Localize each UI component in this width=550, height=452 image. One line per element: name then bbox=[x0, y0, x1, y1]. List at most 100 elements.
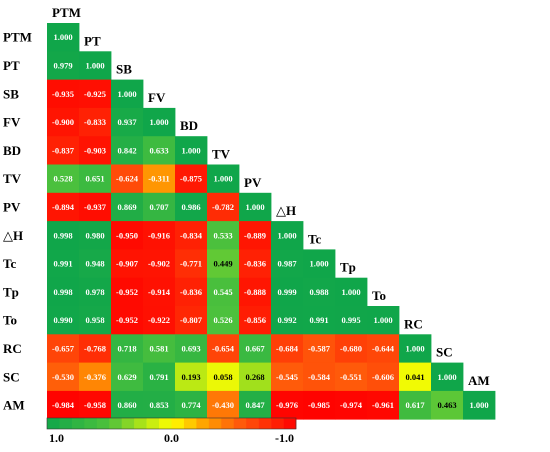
cell-value: 1.000 bbox=[405, 343, 424, 353]
cell-value: 1.000 bbox=[149, 117, 168, 127]
heatmap-cell bbox=[143, 362, 176, 392]
row-labels: PTM PT SB FV BD TV PV △H Tc Tp To RC SC AM bbox=[3, 30, 32, 413]
column-label: Tc bbox=[308, 231, 321, 246]
colorbar-frame bbox=[46, 417, 297, 430]
heatmap-cell bbox=[463, 390, 496, 420]
heatmap-cell bbox=[47, 107, 80, 137]
cell-value: 0.629 bbox=[117, 372, 136, 382]
heatmap-cell bbox=[367, 334, 400, 363]
cell-value: 0.041 bbox=[405, 372, 424, 382]
heatmap-cell bbox=[239, 306, 272, 335]
cell-value: 0.268 bbox=[245, 372, 264, 382]
column-label: SB bbox=[116, 62, 132, 77]
row-label: △H bbox=[3, 228, 23, 243]
heatmap-cell bbox=[111, 107, 144, 137]
cell-value: 0.998 bbox=[53, 287, 72, 297]
cell-value: -0.587 bbox=[308, 343, 331, 353]
row-label: TV bbox=[3, 171, 22, 186]
cell-value: 1.000 bbox=[117, 89, 136, 99]
colorbar-tick-label: 1.0 bbox=[49, 431, 64, 445]
cell-value: -0.837 bbox=[52, 145, 75, 155]
cell-value: -0.903 bbox=[84, 145, 106, 155]
cell-value: -0.836 bbox=[180, 287, 202, 297]
heatmap-cell bbox=[47, 136, 80, 165]
cell-value: 0.545 bbox=[213, 287, 232, 297]
heatmap-cell bbox=[79, 51, 112, 80]
heatmap-cell bbox=[175, 164, 208, 194]
colorbar-segment bbox=[283, 418, 297, 429]
cell-value: -0.430 bbox=[212, 400, 234, 410]
heatmap-cell bbox=[79, 79, 112, 109]
heatmap-cell bbox=[271, 362, 304, 392]
colorbar-segment bbox=[47, 418, 60, 429]
cell-value: -0.922 bbox=[148, 315, 170, 325]
heatmap-cell bbox=[367, 362, 400, 392]
cell-value: -0.974 bbox=[340, 400, 363, 410]
cell-value: 1.000 bbox=[309, 259, 328, 269]
cell-value: -0.894 bbox=[52, 202, 75, 212]
heatmap-cell bbox=[47, 23, 80, 52]
heatmap-cell bbox=[239, 277, 272, 307]
row-label: PV bbox=[3, 199, 21, 214]
cell-value: 0.617 bbox=[405, 400, 425, 410]
heatmap-cell bbox=[79, 192, 112, 222]
cell-value: -0.833 bbox=[84, 117, 106, 127]
cell-value: 0.667 bbox=[245, 343, 265, 353]
heatmap-cell bbox=[399, 362, 432, 392]
colorbar-segment bbox=[246, 418, 259, 429]
colorbar-segment bbox=[146, 418, 160, 429]
column-label: BD bbox=[180, 118, 198, 133]
cell-value: 0.058 bbox=[213, 372, 232, 382]
heatmap-cell bbox=[79, 249, 112, 279]
cell-value: 0.987 bbox=[277, 259, 297, 269]
cell-value: 0.992 bbox=[277, 315, 296, 325]
heatmap-cell bbox=[335, 277, 368, 307]
heatmap-cell bbox=[111, 362, 144, 392]
heatmap-cell bbox=[239, 192, 272, 222]
row-label: PT bbox=[3, 58, 20, 73]
heatmap-cell bbox=[47, 334, 80, 363]
cell-value: -0.952 bbox=[116, 287, 138, 297]
heatmap-cell bbox=[47, 164, 80, 194]
colorbar-segment bbox=[121, 418, 135, 429]
cell-value: 0.633 bbox=[149, 145, 168, 155]
row-label: SB bbox=[3, 86, 19, 101]
colorbar-segment bbox=[233, 418, 247, 429]
cell-value: 0.991 bbox=[53, 259, 72, 269]
heatmap-cell bbox=[47, 306, 80, 335]
cell-value: 0.707 bbox=[149, 202, 169, 212]
cell-value: -0.984 bbox=[52, 400, 75, 410]
cell-value: -0.900 bbox=[52, 117, 74, 127]
cell-value: -0.551 bbox=[340, 372, 362, 382]
heatmap-cell bbox=[175, 362, 208, 392]
row-label: Tp bbox=[3, 284, 19, 299]
cell-value: 0.463 bbox=[437, 400, 456, 410]
cell-value: -0.545 bbox=[276, 372, 298, 382]
heatmap-cell bbox=[143, 334, 176, 363]
heatmap-cell bbox=[271, 277, 304, 307]
cell-value: 0.991 bbox=[309, 315, 328, 325]
colorbar-segment bbox=[271, 418, 284, 429]
cell-value: -0.584 bbox=[308, 372, 331, 382]
colorbar-segment bbox=[134, 418, 147, 429]
heatmap-cell bbox=[303, 390, 336, 420]
cell-value: 0.853 bbox=[149, 400, 168, 410]
cell-value: 0.528 bbox=[53, 174, 72, 184]
cell-value: -0.976 bbox=[276, 400, 298, 410]
cell-value: -0.888 bbox=[244, 287, 266, 297]
colorbar-segment bbox=[171, 418, 185, 429]
heatmap-cell bbox=[175, 192, 208, 222]
heatmap-cell bbox=[335, 390, 368, 420]
cell-value: 0.979 bbox=[53, 60, 72, 70]
heatmap-cell bbox=[111, 221, 144, 250]
cell-value: -0.925 bbox=[84, 89, 106, 99]
cell-value: 0.995 bbox=[341, 315, 360, 325]
cell-value: -0.961 bbox=[372, 400, 394, 410]
column-label: TV bbox=[212, 147, 231, 162]
cell-value: 0.958 bbox=[85, 315, 104, 325]
cell-value: -0.902 bbox=[148, 259, 170, 269]
heatmap-cell bbox=[367, 306, 400, 335]
column-label: Tp bbox=[340, 260, 356, 275]
